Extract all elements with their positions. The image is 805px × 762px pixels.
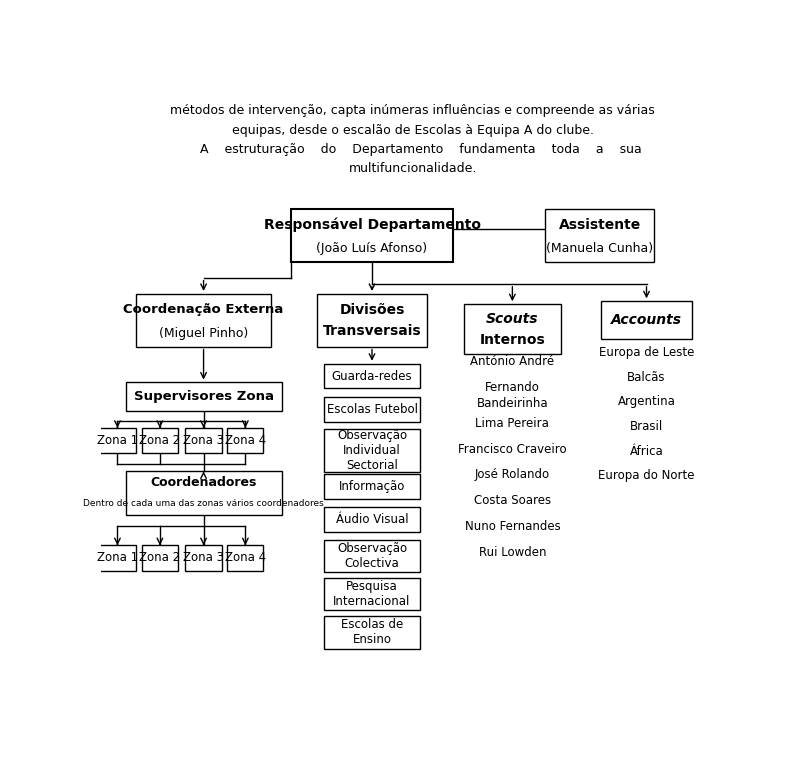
Text: Internos: Internos [480, 333, 545, 347]
FancyBboxPatch shape [324, 397, 420, 422]
FancyBboxPatch shape [601, 301, 691, 339]
FancyBboxPatch shape [137, 294, 270, 347]
Text: Argentina: Argentina [617, 395, 675, 408]
Text: Transversais: Transversais [323, 324, 421, 338]
Text: Coordenação Externa: Coordenação Externa [123, 303, 283, 316]
Text: Zona 1: Zona 1 [97, 434, 138, 447]
FancyBboxPatch shape [185, 546, 221, 571]
Text: Supervisores Zona: Supervisores Zona [134, 390, 274, 403]
FancyBboxPatch shape [324, 616, 420, 648]
Text: José Rolando: José Rolando [475, 469, 550, 482]
Text: Fernando: Fernando [485, 381, 540, 394]
FancyBboxPatch shape [324, 578, 420, 610]
Text: Zona 4: Zona 4 [225, 552, 266, 565]
Text: Coordenadores: Coordenadores [151, 476, 257, 489]
Text: Zona 1: Zona 1 [97, 552, 138, 565]
Text: equipas, desde o escalão de Escolas à Equipa A do clube.: equipas, desde o escalão de Escolas à Eq… [232, 123, 593, 136]
FancyBboxPatch shape [324, 507, 420, 532]
FancyBboxPatch shape [317, 294, 427, 347]
Text: Guarda-redes: Guarda-redes [332, 370, 412, 383]
FancyBboxPatch shape [227, 546, 263, 571]
Text: Escolas de
Ensino: Escolas de Ensino [341, 619, 403, 646]
Text: Lima Pereira: Lima Pereira [476, 417, 549, 430]
Text: Áudio Visual: Áudio Visual [336, 514, 408, 527]
Text: Responsável Departamento: Responsável Departamento [263, 217, 481, 232]
FancyBboxPatch shape [185, 428, 221, 453]
Text: Brasil: Brasil [630, 420, 663, 433]
FancyBboxPatch shape [291, 209, 453, 261]
Text: Francisco Craveiro: Francisco Craveiro [458, 443, 567, 456]
FancyBboxPatch shape [227, 428, 263, 453]
Text: Divisões: Divisões [340, 303, 405, 317]
FancyBboxPatch shape [142, 546, 178, 571]
FancyBboxPatch shape [142, 428, 178, 453]
Text: Escolas Futebol: Escolas Futebol [327, 403, 418, 416]
Text: Scouts: Scouts [486, 312, 539, 325]
Text: Costa Soares: Costa Soares [474, 495, 551, 507]
FancyBboxPatch shape [324, 363, 420, 389]
Text: Rui Lowden: Rui Lowden [479, 546, 546, 559]
Text: Observação
Individual
Sectorial: Observação Individual Sectorial [337, 429, 407, 472]
Text: Observação
Colectiva: Observação Colectiva [337, 542, 407, 570]
FancyBboxPatch shape [464, 304, 561, 354]
Text: (Miguel Pinho): (Miguel Pinho) [159, 327, 248, 340]
Text: Pesquisa
Internacional: Pesquisa Internacional [333, 581, 411, 608]
Text: Zona 3: Zona 3 [183, 552, 224, 565]
FancyBboxPatch shape [324, 474, 420, 498]
FancyBboxPatch shape [126, 383, 282, 411]
FancyBboxPatch shape [545, 209, 654, 261]
FancyBboxPatch shape [99, 546, 135, 571]
Text: Accounts: Accounts [611, 313, 682, 327]
Text: (Manuela Cunha): (Manuela Cunha) [546, 242, 654, 255]
Text: A    estruturação    do    Departamento    fundamenta    toda    a    sua: A estruturação do Departamento fundament… [184, 143, 642, 156]
Text: Zona 3: Zona 3 [183, 434, 224, 447]
Text: multifuncionalidade.: multifuncionalidade. [349, 162, 477, 175]
FancyBboxPatch shape [126, 472, 282, 515]
Text: Zona 2: Zona 2 [139, 434, 180, 447]
FancyBboxPatch shape [324, 430, 420, 472]
FancyBboxPatch shape [324, 540, 420, 572]
Text: métodos de intervenção, capta inúmeras influências e compreende as várias: métodos de intervenção, capta inúmeras i… [170, 104, 655, 117]
Text: Nuno Fernandes: Nuno Fernandes [464, 520, 560, 533]
Text: António André: António André [470, 355, 555, 368]
Text: Informação: Informação [339, 480, 405, 493]
Text: Europa do Norte: Europa do Norte [598, 469, 695, 482]
Text: África: África [630, 444, 663, 458]
Text: Bandeirinha: Bandeirinha [477, 398, 548, 411]
FancyBboxPatch shape [99, 428, 135, 453]
Text: Zona 2: Zona 2 [139, 552, 180, 565]
Text: Europa de Leste: Europa de Leste [599, 346, 694, 359]
Text: Balcãs: Balcãs [627, 370, 666, 384]
Text: Zona 4: Zona 4 [225, 434, 266, 447]
Text: Assistente: Assistente [559, 218, 641, 232]
Text: (João Luís Afonso): (João Luís Afonso) [316, 242, 427, 255]
Text: Dentro de cada uma das zonas vários coordenadores: Dentro de cada uma das zonas vários coor… [83, 499, 324, 508]
